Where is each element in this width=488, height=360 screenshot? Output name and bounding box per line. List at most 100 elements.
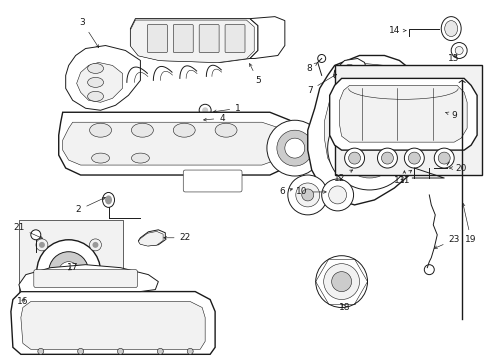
Ellipse shape	[444, 21, 457, 37]
Text: 17: 17	[67, 263, 78, 272]
Ellipse shape	[87, 77, 103, 87]
Circle shape	[348, 152, 360, 164]
Ellipse shape	[87, 91, 103, 101]
Circle shape	[39, 296, 45, 301]
Circle shape	[344, 148, 364, 168]
Circle shape	[37, 240, 101, 303]
FancyBboxPatch shape	[173, 24, 193, 53]
Circle shape	[424, 265, 433, 275]
Circle shape	[454, 46, 462, 54]
Circle shape	[285, 138, 304, 158]
Bar	[334, 66, 481, 175]
Text: 19: 19	[461, 203, 476, 244]
Circle shape	[295, 183, 319, 207]
Circle shape	[328, 186, 346, 204]
Polygon shape	[333, 58, 367, 85]
FancyBboxPatch shape	[199, 24, 219, 53]
Polygon shape	[65, 45, 140, 110]
Text: 14: 14	[388, 26, 405, 35]
Ellipse shape	[87, 63, 103, 73]
Ellipse shape	[131, 123, 153, 137]
FancyBboxPatch shape	[183, 170, 242, 192]
Ellipse shape	[440, 17, 460, 41]
Circle shape	[315, 256, 367, 307]
Text: 3: 3	[80, 18, 99, 48]
Circle shape	[117, 348, 123, 354]
Circle shape	[331, 272, 351, 292]
Polygon shape	[138, 230, 165, 246]
Ellipse shape	[91, 153, 109, 163]
Circle shape	[321, 179, 353, 211]
Text: 21: 21	[13, 223, 42, 238]
Circle shape	[323, 264, 359, 300]
Polygon shape	[329, 78, 476, 150]
Circle shape	[89, 292, 101, 305]
Text: 10: 10	[295, 188, 325, 197]
Polygon shape	[21, 302, 205, 349]
FancyBboxPatch shape	[34, 270, 137, 288]
Text: 7: 7	[306, 74, 336, 95]
Circle shape	[187, 348, 193, 354]
Circle shape	[404, 148, 424, 168]
Circle shape	[381, 152, 393, 164]
Text: 20: 20	[449, 163, 466, 172]
Text: 8: 8	[306, 63, 317, 73]
Circle shape	[353, 132, 385, 164]
Polygon shape	[307, 55, 428, 205]
Circle shape	[317, 54, 325, 62]
Circle shape	[276, 130, 312, 166]
Polygon shape	[19, 265, 158, 292]
Ellipse shape	[102, 193, 114, 207]
FancyBboxPatch shape	[147, 24, 167, 53]
Ellipse shape	[105, 195, 112, 204]
Circle shape	[36, 239, 48, 251]
Text: 15: 15	[447, 54, 459, 63]
Circle shape	[38, 348, 44, 354]
Text: 16: 16	[17, 297, 29, 306]
Text: 23: 23	[433, 235, 459, 248]
Polygon shape	[130, 20, 254, 63]
Text: 1: 1	[213, 104, 241, 113]
Circle shape	[407, 152, 420, 164]
Circle shape	[441, 160, 451, 170]
Polygon shape	[138, 231, 163, 246]
Bar	[19, 220, 123, 321]
Ellipse shape	[89, 123, 111, 137]
Circle shape	[377, 148, 397, 168]
Text: 11: 11	[398, 171, 409, 185]
Text: 22: 22	[163, 233, 190, 242]
Ellipse shape	[131, 153, 149, 163]
Text: 12: 12	[333, 170, 352, 183]
Circle shape	[437, 152, 449, 164]
Circle shape	[301, 189, 313, 201]
Polygon shape	[430, 95, 447, 137]
Circle shape	[339, 118, 399, 178]
Circle shape	[59, 262, 79, 282]
Ellipse shape	[215, 123, 237, 137]
Circle shape	[49, 252, 88, 292]
Text: 2: 2	[76, 197, 105, 215]
Circle shape	[287, 175, 327, 215]
Polygon shape	[130, 19, 258, 62]
Polygon shape	[324, 63, 413, 183]
Ellipse shape	[173, 123, 195, 137]
Circle shape	[450, 42, 466, 58]
Text: 18: 18	[338, 303, 349, 312]
Text: 9: 9	[445, 111, 456, 120]
Polygon shape	[77, 62, 122, 102]
Circle shape	[157, 348, 163, 354]
Text: 5: 5	[249, 64, 260, 85]
Text: 6: 6	[279, 188, 292, 197]
Circle shape	[202, 107, 208, 113]
Circle shape	[31, 230, 41, 240]
Circle shape	[78, 348, 83, 354]
Polygon shape	[339, 85, 466, 142]
Circle shape	[327, 106, 410, 190]
Bar	[19, 220, 123, 321]
Polygon shape	[59, 112, 294, 175]
FancyBboxPatch shape	[224, 24, 244, 53]
Polygon shape	[62, 122, 283, 165]
Polygon shape	[249, 17, 285, 58]
Circle shape	[36, 292, 48, 305]
Text: 4: 4	[203, 114, 224, 123]
